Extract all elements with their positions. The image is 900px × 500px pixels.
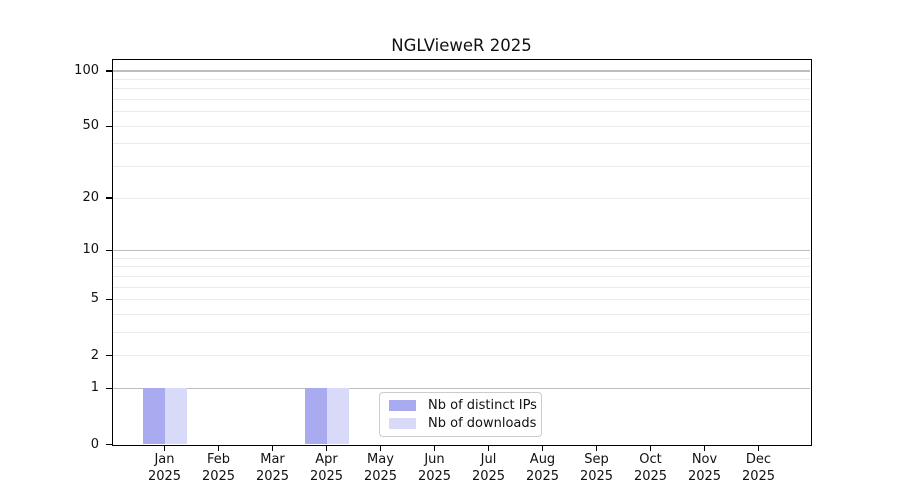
y-tick-mark [105, 249, 112, 252]
y-tick-mark [105, 298, 112, 301]
chart-title: NGLVieweR 2025 [391, 36, 532, 55]
x-tick-year: 2025 [579, 468, 614, 484]
gridline-minor [113, 257, 810, 259]
x-tick-mark [649, 446, 652, 451]
x-tick-month: Aug [529, 452, 556, 467]
gridline-minor [113, 111, 810, 113]
x-tick-label: Oct 2025 [619, 452, 683, 485]
y-tick-mark [105, 354, 112, 357]
x-tick-mark [217, 446, 220, 451]
plot-border [111, 59, 812, 446]
bar-distinct-ips-jan [142, 388, 165, 445]
x-tick-year: 2025 [741, 468, 776, 484]
gridline-minor [113, 125, 810, 127]
gridline-minor [113, 355, 810, 357]
x-tick-month: Jan [154, 452, 175, 467]
y-tick-label: 0 [90, 436, 99, 452]
gridline-minor [113, 298, 810, 300]
x-tick-year: 2025 [309, 468, 344, 484]
x-tick-year: 2025 [525, 468, 560, 484]
x-tick-mark [703, 446, 706, 451]
x-tick-mark [487, 446, 490, 451]
x-tick-month: Apr [315, 452, 338, 467]
x-tick-year: 2025 [363, 468, 398, 484]
x-tick-month: Nov [691, 452, 718, 467]
x-tick-year: 2025 [471, 468, 506, 484]
x-tick-month: Oct [639, 452, 662, 467]
bar-downloads-apr [326, 388, 349, 445]
gridline-major [113, 249, 810, 252]
x-tick-mark [325, 446, 328, 451]
legend-label-distinct-ips: Nb of distinct IPs [428, 398, 537, 413]
y-tick-mark [105, 443, 112, 446]
x-tick-mark [541, 446, 544, 451]
x-tick-month: Jul [480, 452, 497, 467]
x-tick-mark [163, 446, 166, 451]
y-tick-label: 2 [90, 347, 99, 363]
x-tick-label: Nov 2025 [673, 452, 737, 485]
y-tick-label: 100 [74, 63, 99, 78]
gridline-minor [113, 313, 810, 315]
x-tick-mark [433, 446, 436, 451]
gridline-minor [113, 275, 810, 277]
x-tick-label: Feb 2025 [187, 452, 251, 485]
gridline-minor [113, 166, 810, 168]
y-tick-label: 50 [82, 118, 99, 134]
gridline-major [113, 387, 810, 389]
gridline-minor [113, 197, 810, 199]
x-tick-month: Jun [424, 452, 445, 467]
y-tick-mark [105, 70, 112, 72]
x-tick-month: Dec [745, 452, 772, 467]
gridline-minor [113, 266, 810, 268]
x-tick-year: 2025 [201, 468, 236, 484]
legend-swatch-downloads [389, 418, 416, 429]
y-tick-mark [105, 197, 112, 199]
x-tick-label: Dec 2025 [727, 452, 791, 485]
x-tick-month: Feb [206, 452, 231, 467]
x-tick-label: Jan 2025 [133, 452, 197, 485]
y-tick-label: 5 [90, 291, 99, 307]
x-tick-mark [379, 446, 382, 451]
x-tick-month: Mar [260, 452, 285, 467]
gridline-minor [113, 286, 810, 288]
y-tick-label: 20 [82, 190, 99, 206]
x-tick-year: 2025 [633, 468, 668, 484]
bar-downloads-jan [164, 388, 187, 445]
x-tick-year: 2025 [255, 468, 290, 484]
gridline-minor [113, 99, 810, 101]
x-tick-year: 2025 [687, 468, 722, 484]
x-tick-label: Aug 2025 [511, 452, 575, 485]
y-tick-mark [105, 125, 112, 128]
x-tick-label: Mar 2025 [241, 452, 305, 485]
x-tick-month: May [367, 452, 394, 467]
legend: Nb of distinct IPs Nb of downloads [379, 392, 542, 437]
x-tick-label: Jul 2025 [457, 452, 521, 485]
x-tick-month: Sep [584, 452, 609, 467]
gridline-minor [113, 88, 810, 90]
legend-item-distinct-ips: Nb of distinct IPs [389, 399, 537, 412]
x-tick-mark [757, 446, 760, 451]
gridline-minor [113, 331, 810, 333]
gridline-major [113, 70, 810, 72]
x-tick-year: 2025 [417, 468, 452, 484]
x-tick-label: Apr 2025 [295, 452, 359, 485]
x-tick-label: Jun 2025 [403, 452, 467, 485]
bar-distinct-ips-apr [304, 388, 327, 445]
x-tick-mark [595, 446, 598, 451]
gridline-minor [113, 143, 810, 145]
legend-label-downloads: Nb of downloads [428, 416, 537, 431]
gridline-minor [113, 78, 810, 80]
y-tick-label: 1 [90, 380, 99, 396]
x-tick-label: Sep 2025 [565, 452, 629, 485]
x-tick-mark [271, 446, 274, 451]
x-tick-year: 2025 [147, 468, 182, 484]
legend-swatch-distinct-ips [389, 400, 416, 411]
x-tick-label: May 2025 [349, 452, 413, 485]
y-tick-mark [105, 387, 112, 390]
y-tick-label: 10 [82, 242, 99, 258]
legend-item-downloads: Nb of downloads [389, 416, 537, 431]
